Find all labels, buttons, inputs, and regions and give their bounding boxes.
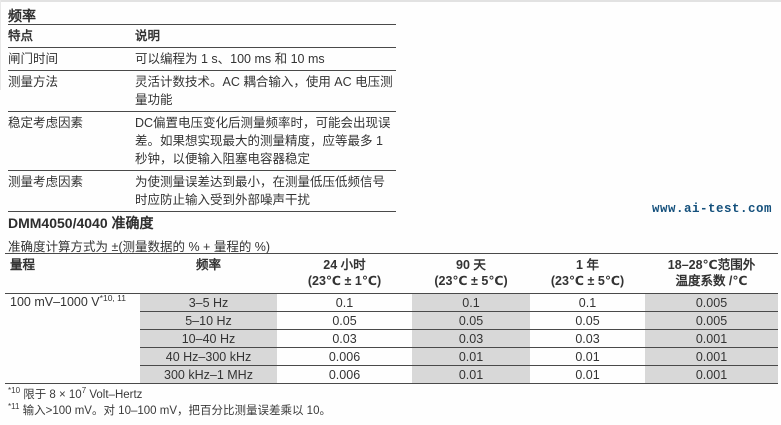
table-row: 闸门时间 可以编程为 1 s、100 ms 和 10 ms <box>8 47 396 71</box>
frequency-cell: 5–10 Hz <box>140 311 277 330</box>
frequency-cell: 3–5 Hz <box>140 293 277 312</box>
1year-value-cell: 0.03 <box>530 329 645 348</box>
90day-value-cell: 0.1 <box>412 293 530 312</box>
1year-value-cell: 0.01 <box>530 365 645 384</box>
frequency-section-title: 频率 <box>8 8 36 24</box>
footnotes: *10 限于 8 × 107 Volt–Hertz *11 输入>100 mV。… <box>8 386 331 420</box>
table-row: 40 Hz–300 kHz 0.006 0.01 0.01 0.001 <box>5 347 778 366</box>
table-row: 测量考虑因素 为使测量误差达到最小，在测量低压低频信号时应防止输入受到外部噪声干… <box>8 170 396 212</box>
footnote-text: 限于 8 × 10 <box>23 389 82 401</box>
footnote-text: Volt–Hertz <box>86 389 143 401</box>
description-cell: DC偏置电压变化后测量频率时，可能会出现误差。如果想实现最大的测量精度，应等最多… <box>135 111 396 171</box>
header-sublabel: (23℃ ± 5℃) <box>550 274 625 288</box>
frequency-feature-table: 特点 说明 闸门时间 可以编程为 1 s、100 ms 和 10 ms 测量方法… <box>8 24 396 212</box>
scan-edge <box>0 0 1 90</box>
accuracy-table: 量程 频率 24 小时 (23℃ ± 1℃) 90 天 (23℃ ± 5℃) 1… <box>5 253 778 384</box>
exponent: 7 <box>81 386 87 396</box>
range-text: 100 mV–1000 V <box>10 295 100 309</box>
tempco-column-header: 18–28℃范围外 温度系数 /℃ <box>645 253 778 294</box>
header-label: 90 天 <box>456 258 486 272</box>
table-row: 测量方法 灵活计数技术。AC 耦合输入，使用 AC 电压测量功能 <box>8 70 396 112</box>
frequency-cell: 300 kHz–1 MHz <box>140 365 277 384</box>
header-label: 1 年 <box>576 258 599 272</box>
tempco-value-cell: 0.005 <box>645 311 778 330</box>
table-header-row: 特点 说明 <box>8 24 396 48</box>
1year-value-cell: 0.01 <box>530 347 645 366</box>
table-row: 5–10 Hz 0.05 0.05 0.05 0.005 <box>5 311 778 330</box>
range-column-header: 量程 <box>5 253 140 294</box>
90day-value-cell: 0.03 <box>412 329 530 348</box>
1year-value-cell: 0.1 <box>530 293 645 312</box>
tempco-value-cell: 0.001 <box>645 365 778 384</box>
24h-value-cell: 0.006 <box>277 347 412 366</box>
watermark-url: www.ai-test.com <box>652 202 773 216</box>
accuracy-formula: 准确度计算方式为 ±(测量数据的 % + 量程的 %) <box>8 240 271 254</box>
header-sublabel: (23℃ ± 1℃) <box>307 274 382 288</box>
90day-value-cell: 0.01 <box>412 347 530 366</box>
1year-value-cell: 0.05 <box>530 311 645 330</box>
feature-cell: 测量方法 <box>8 70 135 112</box>
header-label: 24 小时 <box>323 258 366 272</box>
feature-column-header: 特点 <box>8 24 135 48</box>
range-cell: 100 mV–1000 V*10, 11 <box>5 292 140 384</box>
table-row: 稳定考虑因素 DC偏置电压变化后测量频率时，可能会出现误差。如果想实现最大的测量… <box>8 111 396 171</box>
feature-cell: 测量考虑因素 <box>8 170 135 212</box>
footnote-reference: *10, 11 <box>99 292 126 303</box>
1year-column-header: 1 年 (23℃ ± 5℃) <box>530 253 645 294</box>
table-row: 100 mV–1000 V*10, 11 3–5 Hz 0.1 0.1 0.1 … <box>5 293 778 384</box>
frequency-column-header: 频率 <box>140 253 277 294</box>
90day-value-cell: 0.01 <box>412 365 530 384</box>
footnote-marker: *11 <box>8 401 20 411</box>
footnote-marker: *10 <box>8 386 21 396</box>
frequency-cell: 10–40 Hz <box>140 329 277 348</box>
description-cell: 灵活计数技术。AC 耦合输入，使用 AC 电压测量功能 <box>135 70 396 112</box>
description-cell: 可以编程为 1 s、100 ms 和 10 ms <box>135 47 396 71</box>
table-row: 300 kHz–1 MHz 0.006 0.01 0.01 0.001 <box>5 365 778 384</box>
description-cell: 为使测量误差达到最小，在测量低压低频信号时应防止输入受到外部噪声干扰 <box>135 170 396 212</box>
footnote-11: *11 输入>100 mV。对 10–100 mV，把百分比测量误差乘以 10。 <box>8 401 331 420</box>
tempco-value-cell: 0.001 <box>645 347 778 366</box>
feature-cell: 闸门时间 <box>8 47 135 71</box>
feature-cell: 稳定考虑因素 <box>8 111 135 171</box>
tempco-value-cell: 0.001 <box>645 329 778 348</box>
scan-edge <box>0 0 781 2</box>
90day-column-header: 90 天 (23℃ ± 5℃) <box>412 253 530 294</box>
90day-value-cell: 0.05 <box>412 311 530 330</box>
24h-value-cell: 0.05 <box>277 311 412 330</box>
24h-value-cell: 0.1 <box>277 293 412 312</box>
24h-value-cell: 0.006 <box>277 365 412 384</box>
header-label: 18–28℃范围外 <box>667 258 756 272</box>
frequency-cell: 40 Hz–300 kHz <box>140 347 277 366</box>
24h-column-header: 24 小时 (23℃ ± 1℃) <box>277 253 412 294</box>
tempco-value-cell: 0.005 <box>645 293 778 312</box>
header-label: 量程 <box>10 258 36 272</box>
table-row: 10–40 Hz 0.03 0.03 0.03 0.001 <box>5 329 778 348</box>
accuracy-section-title: DMM4050/4040 准确度 <box>8 215 154 231</box>
table-header-row: 量程 频率 24 小时 (23℃ ± 1℃) 90 天 (23℃ ± 5℃) 1… <box>5 253 778 294</box>
description-column-header: 说明 <box>135 24 396 48</box>
24h-value-cell: 0.03 <box>277 329 412 348</box>
header-sublabel: (23℃ ± 5℃) <box>434 274 508 288</box>
footnote-text: 输入>100 mV。对 10–100 mV，把百分比测量误差乘以 10。 <box>22 404 331 417</box>
header-label: 频率 <box>195 258 221 272</box>
footnote-10: *10 限于 8 × 107 Volt–Hertz <box>8 386 331 404</box>
header-sublabel: 温度系数 /℃ <box>675 274 748 288</box>
